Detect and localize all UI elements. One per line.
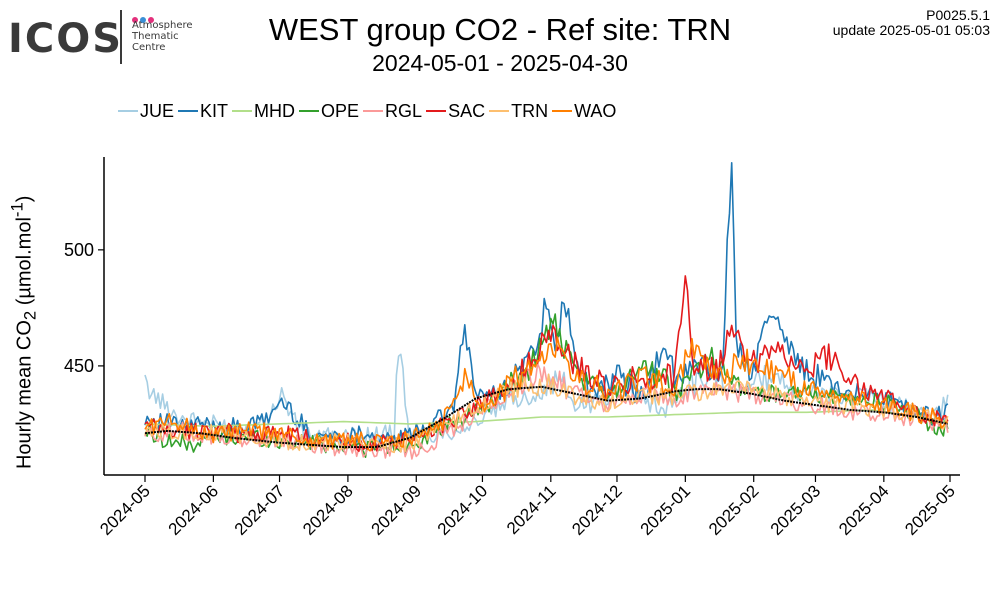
x-tick-label: 2024-11 [503, 481, 560, 538]
x-tick-label: 2024-09 [368, 481, 426, 539]
legend-item-rgl: RGL [363, 101, 426, 122]
legend-label: KIT [200, 100, 229, 121]
chart-subtitle: 2024-05-01 - 2025-04-30 [372, 50, 628, 76]
series-line-mhd [144, 409, 946, 428]
series-line-ope [144, 313, 949, 458]
logo-divider [120, 10, 122, 64]
x-tick-label: 2025-04 [835, 481, 893, 539]
y-tick-label: 500 [64, 240, 94, 260]
x-tick-label: 2024-06 [165, 481, 223, 539]
x-tick-label: 2025-05 [901, 481, 959, 539]
reference-curve-line [144, 385, 949, 449]
logo-line-1: Atmosphere [132, 20, 193, 31]
legend-swatch [552, 110, 573, 112]
logo-line-2: Thematic [132, 31, 179, 42]
x-tick-label: 2024-05 [96, 481, 154, 539]
legend-item-kit: KIT [178, 101, 232, 122]
legend-item-mhd: MHD [232, 101, 299, 122]
logo-dot [132, 17, 138, 23]
logo-dot [148, 17, 154, 23]
legend-item-sac: SAC [426, 101, 489, 122]
x-tick-label: 2024-10 [434, 481, 492, 539]
legend-label: TRN [511, 100, 549, 121]
legend-label: OPE [321, 100, 360, 121]
x-tick-label: 2025-01 [637, 481, 695, 539]
legend-swatch [426, 110, 447, 112]
series-line-wao [144, 336, 948, 452]
legend-label: JUE [140, 100, 175, 121]
version-label: P0025.5.1 [926, 7, 990, 23]
logo-line-3: Centre [132, 42, 166, 53]
x-tick-label: 2024-07 [231, 481, 289, 539]
legend-label: SAC [448, 100, 486, 121]
legend-swatch [232, 110, 253, 112]
legend-swatch [363, 110, 384, 112]
logo-wordmark: ICOS [8, 16, 124, 62]
version-info: P0025.5.1 update 2025-05-01 05:03 [833, 8, 990, 38]
logo-dots-icon [132, 10, 156, 28]
chart-title: WEST group CO2 - Ref site: TRN [268, 12, 732, 47]
chart-legend: JUE KIT MHD OPE RGL SAC TRN WAO [118, 99, 620, 123]
legend-swatch [489, 110, 510, 112]
update-label: update 2025-05-01 05:03 [832, 22, 990, 38]
logo-dot [140, 17, 146, 23]
legend-label: RGL [385, 100, 423, 121]
legend-item-jue: JUE [118, 101, 178, 122]
x-tick-label: 2025-02 [705, 481, 763, 539]
x-tick-label: 2024-08 [299, 481, 357, 539]
legend-item-ope: OPE [299, 101, 363, 122]
legend-swatch [118, 110, 138, 112]
x-tick-label: 2025-03 [767, 481, 825, 539]
legend-label: WAO [574, 100, 617, 121]
legend-swatch [299, 110, 320, 112]
logo-subtitle: Atmosphere Thematic Centre [132, 20, 212, 53]
legend-swatch [178, 110, 199, 112]
icos-logo: ICOS Atmosphere Thematic Centre [8, 8, 208, 70]
legend-item-wao: WAO [552, 101, 620, 122]
legend-label: MHD [254, 100, 296, 121]
x-tick-label: 2024-12 [568, 481, 626, 539]
legend-item-trn: TRN [489, 101, 552, 122]
y-tick-label: 450 [64, 356, 94, 376]
